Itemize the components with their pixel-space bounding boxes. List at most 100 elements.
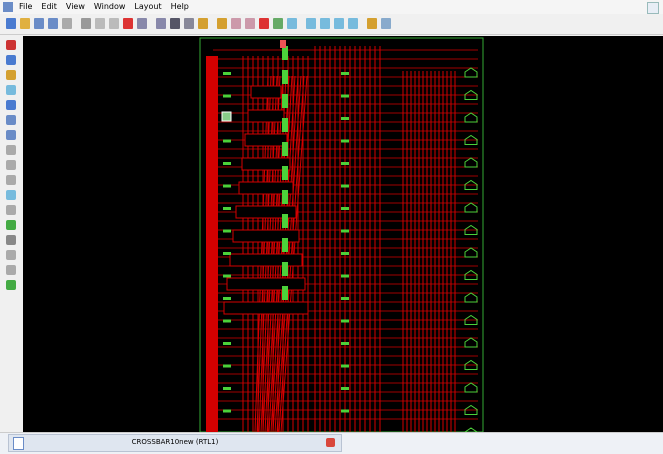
buffer-symbol — [341, 94, 349, 98]
buffer-symbol — [223, 364, 231, 368]
buffer-symbol — [341, 229, 349, 233]
schematic — [199, 37, 484, 438]
port-symbol — [464, 269, 478, 280]
block — [226, 277, 306, 291]
side-tool-button[interactable] — [6, 220, 16, 230]
toolbar-button[interactable] — [123, 18, 133, 29]
buffer-symbol — [223, 162, 231, 165]
toolbar-button[interactable] — [198, 18, 208, 29]
buffer-symbol — [341, 252, 349, 255]
tab-icon — [13, 437, 24, 450]
side-toolbar-icons — [6, 40, 16, 290]
port-symbol — [464, 67, 478, 78]
side-tool-button[interactable] — [6, 145, 16, 155]
toolbar-button[interactable] — [245, 18, 255, 29]
side-tool-button[interactable] — [6, 55, 16, 65]
port-symbol — [464, 359, 478, 370]
side-tool-button[interactable] — [6, 40, 16, 50]
menu-edit[interactable]: Edit — [41, 2, 57, 11]
side-tool-button[interactable] — [6, 280, 16, 290]
toolbar-button[interactable] — [184, 18, 194, 29]
toolbar-button[interactable] — [381, 18, 391, 29]
side-tool-button[interactable] — [6, 115, 16, 125]
mux-symbol — [282, 190, 288, 204]
side-tool-button[interactable] — [6, 190, 16, 200]
buffer-symbol — [341, 162, 349, 165]
mux-symbol — [282, 142, 288, 156]
buffer-symbol — [341, 319, 349, 323]
port-symbol — [464, 404, 478, 415]
side-tool-button[interactable] — [6, 265, 16, 275]
block — [235, 205, 297, 219]
buffer-symbol — [223, 229, 231, 233]
block — [229, 253, 303, 267]
side-tool-button[interactable] — [6, 130, 16, 140]
toolbar-button[interactable] — [231, 18, 241, 29]
port-symbol — [464, 179, 478, 190]
document-tab[interactable]: CROSSBAR10new (RTL1) — [8, 434, 342, 452]
toolbar-button[interactable] — [6, 18, 16, 29]
buffer-symbol — [223, 72, 231, 75]
mux-symbol — [282, 94, 288, 108]
toolbar-button[interactable] — [217, 18, 227, 29]
buffer-symbol — [223, 184, 231, 188]
buffer-symbol — [341, 342, 349, 345]
toolbar-button[interactable] — [259, 18, 269, 29]
block — [250, 85, 282, 99]
side-tool-button[interactable] — [6, 235, 16, 245]
toolbar-button[interactable] — [109, 18, 119, 29]
toolbar-button[interactable] — [320, 18, 330, 29]
buffer-symbol — [223, 387, 231, 390]
menu-layout[interactable]: Layout — [134, 2, 162, 11]
port-symbol — [464, 157, 478, 168]
toolbar-button[interactable] — [273, 18, 283, 29]
side-tool-button[interactable] — [6, 175, 16, 185]
menu-help[interactable]: Help — [170, 2, 189, 11]
window-button[interactable] — [647, 2, 659, 14]
mux-symbol — [282, 286, 288, 300]
buffer-symbol — [341, 387, 349, 390]
toolbar-button[interactable] — [137, 18, 147, 29]
side-tool-button[interactable] — [6, 70, 16, 80]
app-icon — [3, 2, 13, 12]
port-symbol — [464, 202, 478, 213]
side-tool-button[interactable] — [6, 85, 16, 95]
buffer-symbol — [223, 319, 231, 323]
toolbar-button[interactable] — [367, 18, 377, 29]
toolbar-button[interactable] — [20, 18, 30, 29]
toolbar-button[interactable] — [48, 18, 58, 29]
side-tool-button[interactable] — [6, 160, 16, 170]
side-tool-button[interactable] — [6, 205, 16, 215]
toolbar-button[interactable] — [81, 18, 91, 29]
buffer-symbol — [341, 139, 349, 143]
buffer-symbol — [341, 207, 349, 210]
mux-symbol — [282, 238, 288, 252]
port-symbol — [464, 224, 478, 235]
toolbar-button[interactable] — [348, 18, 358, 29]
port-symbol — [464, 89, 478, 100]
port-symbol — [464, 134, 478, 145]
toolbar-button[interactable] — [62, 18, 72, 29]
toolbar-button[interactable] — [170, 18, 180, 29]
side-tool-button[interactable] — [6, 100, 16, 110]
side-tool-button[interactable] — [6, 250, 16, 260]
block — [232, 229, 300, 243]
menu-window[interactable]: Window — [93, 2, 126, 11]
menu-file[interactable]: File — [19, 2, 33, 11]
tab-close[interactable] — [326, 438, 335, 447]
menu-view[interactable]: View — [65, 2, 85, 11]
toolbar-button[interactable] — [34, 18, 44, 29]
schematic-canvas[interactable] — [23, 36, 663, 438]
toolbar-button[interactable] — [95, 18, 105, 29]
block — [247, 109, 285, 123]
port-symbol — [464, 247, 478, 258]
toolbar-button[interactable] — [156, 18, 166, 29]
block — [223, 301, 309, 315]
block — [238, 181, 294, 195]
menu-bar: File Edit View Window Layout Help — [0, 0, 663, 14]
mux-symbol — [282, 214, 288, 228]
toolbar-button[interactable] — [287, 18, 297, 29]
toolbar-button[interactable] — [306, 18, 316, 29]
toolbar-button[interactable] — [334, 18, 344, 29]
